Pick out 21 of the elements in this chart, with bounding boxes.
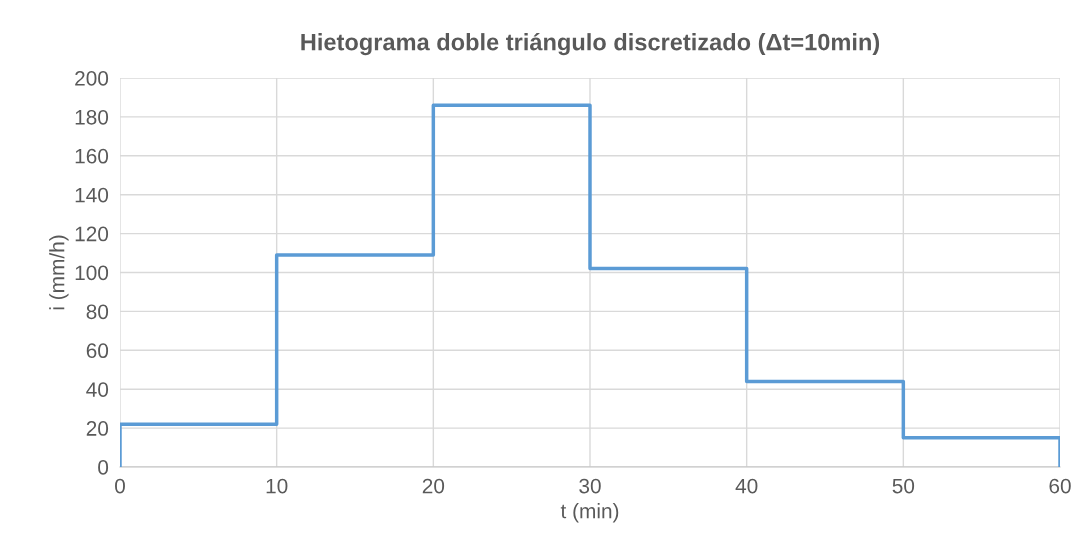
y-tick-label: 20 [86, 421, 109, 436]
x-tick-label: 0 [115, 478, 125, 494]
y-tick-label: 80 [86, 304, 109, 320]
y-tick-label: 180 [75, 109, 109, 125]
y-tick-label: 140 [75, 187, 109, 203]
x-tick-label: 50 [892, 478, 915, 494]
y-tick-label: 60 [86, 343, 109, 359]
chart-title: Hietograma doble triángulo discretizado (Δt=10min) [301, 32, 880, 56]
y-tick-label: 40 [86, 382, 109, 397]
y-tick-label: 160 [75, 148, 109, 164]
x-tick-label: 40 [735, 478, 758, 494]
x-axis-title: t (min) [560, 503, 619, 523]
x-tick-label: 10 [266, 478, 288, 494]
y-tick-label: 120 [75, 226, 109, 242]
x-tick-label: 30 [579, 478, 601, 494]
x-tick-label: 20 [422, 478, 445, 494]
y-axis-title: i (mm/h) [49, 235, 69, 310]
y-tick-label: 200 [75, 71, 109, 86]
x-tick-label: 60 [1049, 478, 1071, 494]
y-tick-label: 100 [75, 265, 109, 281]
y-tick-label: 0 [98, 460, 109, 475]
